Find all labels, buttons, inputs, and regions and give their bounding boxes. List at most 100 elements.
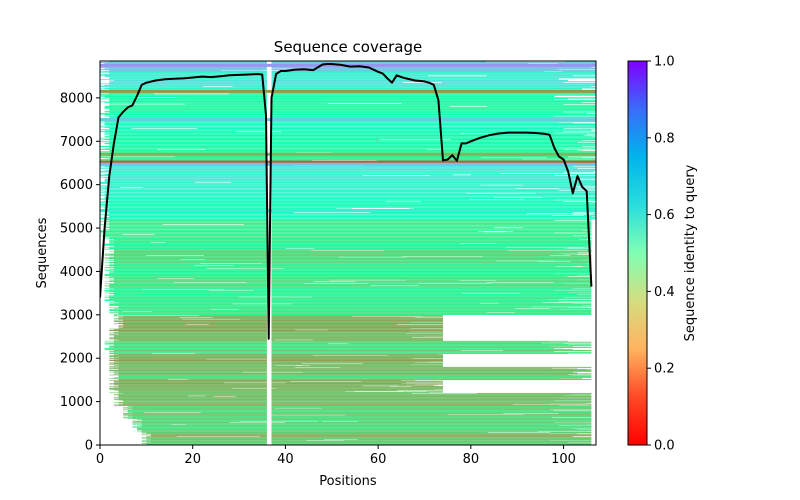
sequence-row [109, 276, 267, 277]
sequence-row [271, 251, 592, 252]
sequence-row [271, 404, 592, 405]
sequence-row [271, 105, 596, 106]
sequence-row [271, 350, 555, 352]
gap-segment [228, 422, 285, 423]
sequence-row [271, 248, 592, 250]
sequence-row [271, 420, 592, 421]
sequence-row [271, 297, 592, 299]
sequence-row [113, 344, 267, 345]
sequence-row [104, 195, 267, 197]
sequence-row [271, 165, 573, 167]
sequence-row [271, 116, 596, 118]
sequence-row [113, 282, 267, 284]
sequence-row [104, 134, 267, 135]
sequence-row [109, 142, 267, 144]
sequence-row [113, 269, 267, 270]
sequence-row [271, 63, 596, 64]
sequence-row [104, 121, 267, 123]
sequence-row [137, 428, 267, 430]
sequence-row [271, 384, 444, 385]
gap-segment [379, 138, 451, 140]
sequence-row [271, 356, 444, 357]
sequence-row [118, 319, 267, 320]
sequence-row [271, 314, 592, 315]
sequence-row [150, 433, 267, 435]
sequence-row [271, 405, 559, 407]
sequence-row [104, 340, 267, 342]
sequence-row [271, 199, 596, 200]
gap-segment [515, 307, 551, 309]
sequence-row [100, 218, 267, 219]
sequence-row [100, 66, 267, 68]
sequence-row [104, 84, 267, 86]
sequence-row [271, 196, 596, 198]
gap-segment [351, 316, 423, 317]
sequence-row [271, 108, 596, 110]
sequence-row [271, 98, 569, 100]
sequence-row [104, 87, 267, 89]
sequence-row [271, 423, 592, 424]
sequence-row [113, 361, 267, 363]
sequence-row [271, 311, 592, 313]
sequence-row [109, 350, 267, 352]
sequence-row [104, 274, 267, 276]
sequence-row [271, 306, 592, 307]
sequence-row [113, 261, 267, 263]
sequence-row [271, 192, 596, 193]
sequence-row [113, 294, 267, 295]
sequence-row [271, 371, 573, 373]
sequence-row [271, 156, 569, 158]
sequence-row [271, 259, 592, 260]
gap-segment [418, 282, 492, 284]
sequence-row [271, 263, 587, 265]
sequence-row [104, 264, 267, 266]
sequence-row [271, 133, 596, 135]
sequence-row [271, 280, 592, 282]
sequence-row [271, 425, 559, 427]
sequence-row [113, 294, 267, 296]
sequence-row [109, 280, 267, 282]
sequence-row [271, 338, 444, 339]
identity-band [104, 262, 592, 276]
sequence-row [271, 234, 592, 236]
sequence-row [271, 108, 596, 109]
sequence-row [109, 297, 267, 299]
sequence-row [109, 328, 267, 330]
sequence-row [109, 286, 267, 288]
sequence-row [109, 248, 267, 250]
sequence-row [100, 214, 267, 215]
sequence-row [109, 238, 267, 239]
sequence-row [271, 348, 564, 350]
sequence-row [100, 139, 267, 141]
sequence-row [271, 434, 592, 435]
sequence-row [109, 380, 267, 381]
sequence-row [271, 271, 592, 273]
sequence-row [113, 266, 267, 267]
sequence-row [100, 203, 267, 205]
sequence-row [271, 273, 555, 275]
sequence-row [104, 220, 267, 222]
sequence-row [109, 356, 267, 358]
sequence-row [271, 101, 596, 103]
sequence-row [271, 289, 592, 291]
sequence-row [271, 102, 583, 103]
sequence-row [271, 225, 592, 226]
sequence-row [271, 200, 596, 201]
sequence-row [271, 212, 573, 214]
sequence-row [109, 251, 267, 253]
sequence-row [271, 439, 592, 440]
sequence-row [271, 374, 592, 375]
sequence-row [271, 230, 592, 231]
sequence-row [271, 436, 573, 437]
sequence-row [271, 295, 592, 296]
sequence-row [109, 268, 267, 270]
sequence-row [271, 372, 578, 374]
sequence-row [118, 307, 267, 309]
sequence-row [271, 315, 444, 317]
sequence-row [104, 133, 267, 134]
sequence-row [271, 395, 592, 397]
sequence-row [109, 147, 267, 149]
sequence-row [127, 415, 267, 417]
sequence-row [109, 247, 267, 248]
sequence-row [271, 348, 555, 349]
